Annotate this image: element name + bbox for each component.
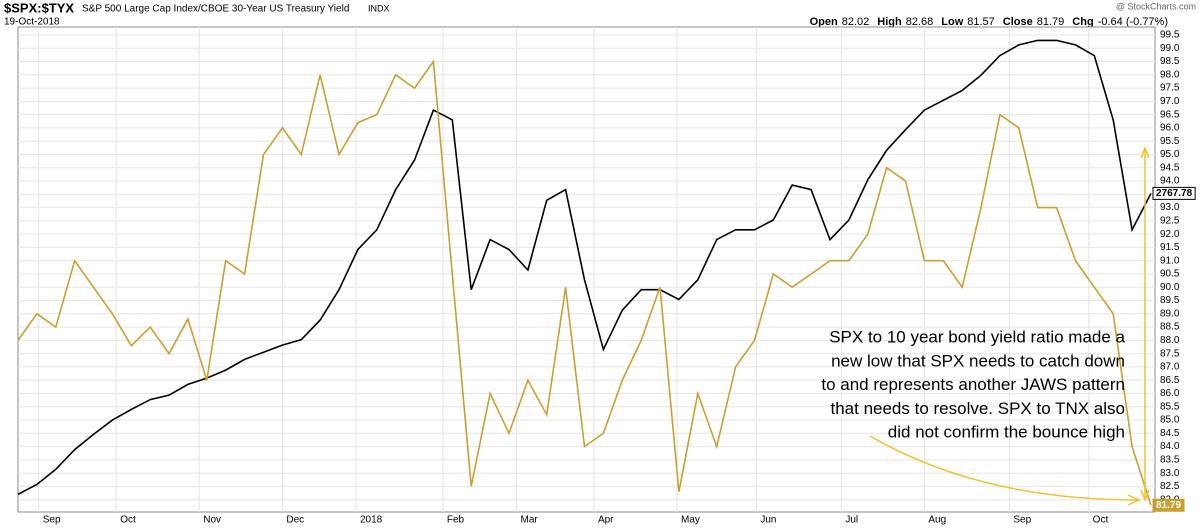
tag-box — [1152, 186, 1196, 200]
x-tick-label: Sep — [43, 515, 61, 526]
y-tick-label: 90.0 — [1160, 282, 1180, 293]
arrow-head — [1140, 145, 1150, 159]
y-tick-label: 98.0 — [1160, 69, 1180, 80]
y-tick-label: 93.0 — [1160, 202, 1180, 213]
y-tick-label: 84.0 — [1160, 441, 1180, 452]
y-tick-label: 85.5 — [1160, 401, 1180, 412]
y-tick-label: 95.5 — [1160, 136, 1180, 147]
y-tick-label: 84.5 — [1160, 428, 1180, 439]
x-tick-label: Jul — [845, 515, 858, 526]
x-tick-label: Apr — [598, 515, 614, 526]
arrow-head — [1140, 489, 1150, 503]
y-tick-label: 98.5 — [1160, 56, 1180, 67]
source: @ StockCharts.com — [1116, 1, 1196, 11]
annotation-line: did not confirm the bounce high — [888, 423, 1125, 442]
grid: 99.5 99.0 98.5 98.0 97.5 97.0 96.5 96.0 95.5 95.0… — [18, 27, 1180, 526]
y-tick-label: 99.0 — [1160, 43, 1180, 54]
last-value-label: 2767.78 — [1156, 188, 1193, 199]
x-tick-label: Oct — [120, 515, 136, 526]
y-tick-label: 87.5 — [1160, 348, 1180, 359]
y-tick-label: 92.5 — [1160, 215, 1180, 226]
y-tick-label: 92.0 — [1160, 229, 1180, 240]
y-tick-label: 97.0 — [1160, 96, 1180, 107]
y-tick-label: 89.0 — [1160, 308, 1180, 319]
annotation-line: SPX to 10 year bond yield ratio made a — [829, 327, 1125, 346]
symbol: $SPX:$TYX — [4, 0, 74, 15]
x-tick-label: Feb — [447, 515, 465, 526]
last-values: 2767.78 81.79 — [1152, 186, 1196, 512]
y-tick-label: 94.0 — [1160, 176, 1180, 187]
quote-value: -0.64 (-0.77%) — [1098, 16, 1168, 28]
quote-value: 82.02 — [842, 16, 870, 28]
y-tick-label: 87.0 — [1160, 362, 1180, 373]
y-tick-label: 88.0 — [1160, 335, 1180, 346]
index-name: S&P 500 Large Cap Index/CBOE 30-Year US … — [82, 4, 349, 15]
x-tick-label: May — [681, 515, 700, 526]
quote: -0.64 (-0.77%) Chg 81.79 Close 81.57 Low 82.68… — [810, 16, 1168, 28]
y-tick-label: 86.0 — [1160, 388, 1180, 399]
quote-value: 81.57 — [967, 16, 995, 28]
exchange: INDX — [368, 3, 390, 13]
y-tick-label: 95.0 — [1160, 149, 1180, 160]
quote-label: Low — [941, 16, 963, 28]
y-tick-label: 94.5 — [1160, 162, 1180, 173]
x-tick-label: Nov — [203, 515, 221, 526]
y-tick-label: 90.5 — [1160, 269, 1180, 280]
quote-value: 82.68 — [906, 16, 934, 28]
lines — [17, 39, 1152, 506]
x-tick-label: Sep — [1013, 515, 1031, 526]
quote-value: 81.79 — [1037, 16, 1065, 28]
y-tick-label: 85.0 — [1160, 415, 1180, 426]
annotation-line: new low that SPX needs to catch down — [831, 351, 1125, 370]
y-tick-label: 99.5 — [1160, 30, 1180, 41]
quote-label: Close — [1003, 16, 1033, 28]
annotation-line: to and represents another JAWS pattern — [821, 375, 1125, 394]
tag-box — [1152, 498, 1185, 512]
plot-frame — [17, 26, 1156, 513]
annotation-line: that needs to resolve. SPX to TNX also — [830, 399, 1125, 418]
x-tick-label: Aug — [928, 515, 946, 526]
series-line — [17, 59, 1152, 506]
y-tick-label: 96.5 — [1160, 109, 1180, 120]
y-tick-label: 82.5 — [1160, 481, 1180, 492]
annotation: SPX to 10 year bond yield ratio made a ne… — [821, 327, 1125, 441]
arrow-line — [869, 435, 1139, 501]
y-tick-label: 96.0 — [1160, 123, 1180, 134]
arrows — [869, 145, 1150, 506]
quote-label: High — [877, 16, 902, 28]
y-tick-label: 91.5 — [1160, 242, 1180, 253]
y-tick-label: 91.0 — [1160, 255, 1180, 266]
x-tick-label: Oct — [1093, 515, 1109, 526]
x-tick-label: 2018 — [360, 515, 383, 526]
arrow-head — [1127, 494, 1141, 506]
y-tick-label: 89.5 — [1160, 295, 1180, 306]
date: 19-Oct-2018 — [4, 17, 60, 28]
x-tick-label: Jun — [760, 515, 776, 526]
y-tick-label: 88.5 — [1160, 322, 1180, 333]
last-value-tag: 2767.78 — [1152, 186, 1196, 200]
x-tick-label: Dec — [286, 515, 304, 526]
quote-label: Chg — [1072, 16, 1093, 28]
x-tick-label: Mar — [521, 515, 539, 526]
y-tick-label: 83.0 — [1160, 468, 1180, 479]
quote-label: Open — [810, 16, 838, 28]
y-tick-label: 83.5 — [1160, 454, 1180, 465]
last-value-label: 81.79 — [1156, 500, 1181, 511]
y-tick-label: 97.5 — [1160, 83, 1180, 94]
last-value-tag: 81.79 — [1152, 498, 1185, 512]
y-tick-label: 86.5 — [1160, 375, 1180, 386]
